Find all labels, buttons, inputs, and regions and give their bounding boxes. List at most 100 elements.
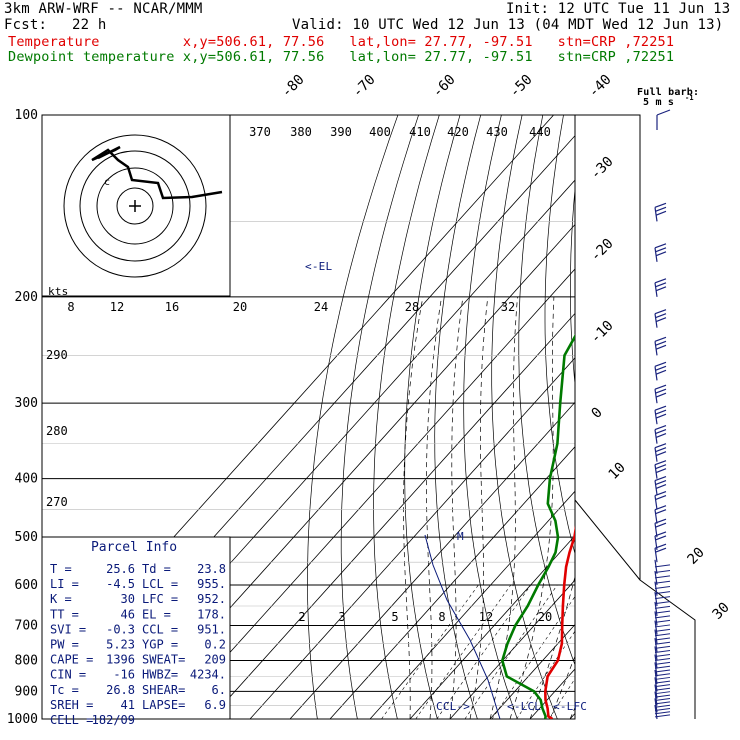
wind-barb-feather <box>655 413 667 419</box>
wind-barb-feather <box>655 247 667 253</box>
moist-adiabat <box>403 296 424 719</box>
dry-adiabat <box>642 115 740 719</box>
dry-adiabat <box>619 115 740 719</box>
wind-barb-feather <box>655 468 667 474</box>
wind-barb-low <box>654 564 671 568</box>
isotherm-label-right: -20 <box>588 236 617 265</box>
mixing-ratio-line <box>491 595 575 719</box>
parcel-value: -16 <box>113 668 135 682</box>
wind-barb <box>654 509 658 524</box>
isotherm-line <box>169 268 575 719</box>
parcel-key: CCL = <box>142 622 178 636</box>
wind-barb-feather <box>655 464 667 470</box>
isotherm-label-top: -70 <box>350 72 379 101</box>
dewpoint-line <box>500 333 575 719</box>
theta-label: 430 <box>486 125 508 139</box>
isotherm-line <box>329 446 575 719</box>
barb-unit-label: 5 m s <box>643 97 675 108</box>
pressure-label: 200 <box>15 290 38 305</box>
parcel-value: 0.2 <box>204 638 226 652</box>
hodograph-ring <box>79 150 191 262</box>
hodograph-trace <box>91 145 223 200</box>
wind-barb-low <box>654 684 671 688</box>
parcel-key: Td = <box>142 562 171 576</box>
theta-label: 410 <box>409 125 431 139</box>
wind-barb-feather <box>655 447 667 453</box>
wind-barb-low <box>654 657 671 661</box>
wind-barb-low <box>654 661 671 665</box>
parcel-value: 46 <box>121 607 135 621</box>
wind-barb-feather <box>655 392 667 398</box>
wind-barb-feather <box>655 388 667 394</box>
frame-slant <box>574 499 641 581</box>
hodograph-ring <box>63 134 207 278</box>
isotherm-line <box>369 490 575 719</box>
wind-barb-feather <box>655 365 667 371</box>
wind-barb-feather <box>654 384 667 390</box>
lfc-marker: <-LFC <box>553 700 588 713</box>
wind-barb-feather <box>654 543 667 549</box>
wind-barb-feather <box>655 206 667 212</box>
parcel-key: EL = <box>142 607 171 621</box>
parcel-path <box>424 534 501 719</box>
valid-time: Valid: 10 UTC Wed 12 Jun 13 (04 MDT Wed … <box>292 17 724 33</box>
wind-barb-feather <box>655 344 667 350</box>
hodograph-ring <box>96 167 174 245</box>
wind-barb-feather <box>654 490 667 497</box>
wind-barb-feather <box>655 451 667 457</box>
wind-barb <box>654 611 658 626</box>
wind-barb-low <box>654 654 671 657</box>
wind-barb <box>654 629 658 644</box>
isotherm-label-right: 30 <box>710 600 733 623</box>
wind-barb <box>654 366 658 381</box>
parcel-key: SHEAR= <box>142 683 185 697</box>
plot-frame <box>41 114 576 720</box>
wind-barb <box>654 207 658 222</box>
parcel-value: 6. <box>212 683 226 697</box>
wind-barb-feather <box>655 433 667 439</box>
pressure-label: 300 <box>15 396 38 411</box>
pressure-label: 500 <box>15 530 38 545</box>
wind-barb-feather <box>655 483 667 490</box>
theta-label: 420 <box>447 125 469 139</box>
parcel-key: LAPSE= <box>142 698 185 712</box>
wind-barb-low <box>654 591 671 595</box>
wind-barb-low <box>654 649 671 653</box>
parcel-value: -0.3 <box>106 622 135 636</box>
wind-barb-low <box>654 580 671 584</box>
theta-label: 390 <box>330 125 352 139</box>
pressure-label: 900 <box>15 684 38 699</box>
mixing-ratio-label: 20 <box>538 610 552 624</box>
wind-barb-feather <box>654 475 667 482</box>
wind-barb-low <box>654 601 671 605</box>
hodograph-ring-label: 20 <box>233 300 247 314</box>
forecast-hours: 22 h <box>72 17 107 33</box>
wind-barb-feather <box>655 282 667 288</box>
wind-barb-feather <box>654 309 667 315</box>
pressure-label: 700 <box>15 618 38 633</box>
parcel-key: SWEAT= <box>142 653 185 667</box>
wind-barb-low <box>654 714 671 718</box>
wind-barb-low <box>654 624 671 628</box>
wind-barb <box>654 341 658 356</box>
parcel-key: CIN = <box>50 668 86 682</box>
wind-barb-feather <box>655 251 667 257</box>
theta-label: 370 <box>249 125 271 139</box>
parcel-value: 182/09 <box>92 713 135 727</box>
wind-barb-low <box>654 665 671 669</box>
wind-barb-feather <box>654 278 667 284</box>
wind-barb-low <box>654 704 671 708</box>
wind-barb <box>654 548 658 563</box>
mixing-ratio-label: 12 <box>479 610 493 624</box>
wind-barb <box>654 282 658 297</box>
wind-barb <box>654 313 658 328</box>
isotherm-label-top: -40 <box>586 72 615 101</box>
hodograph-ring-label: 8 <box>67 300 74 314</box>
model-title: 3km ARW-WRF -- NCAR/MMM <box>4 1 203 17</box>
wind-barb <box>654 464 658 479</box>
isotherm-label-top: -50 <box>507 72 536 101</box>
lcl-marker: <-LCL <box>507 700 542 713</box>
svg-text:c: c <box>104 177 110 188</box>
parcel-marker: M <box>457 530 464 543</box>
